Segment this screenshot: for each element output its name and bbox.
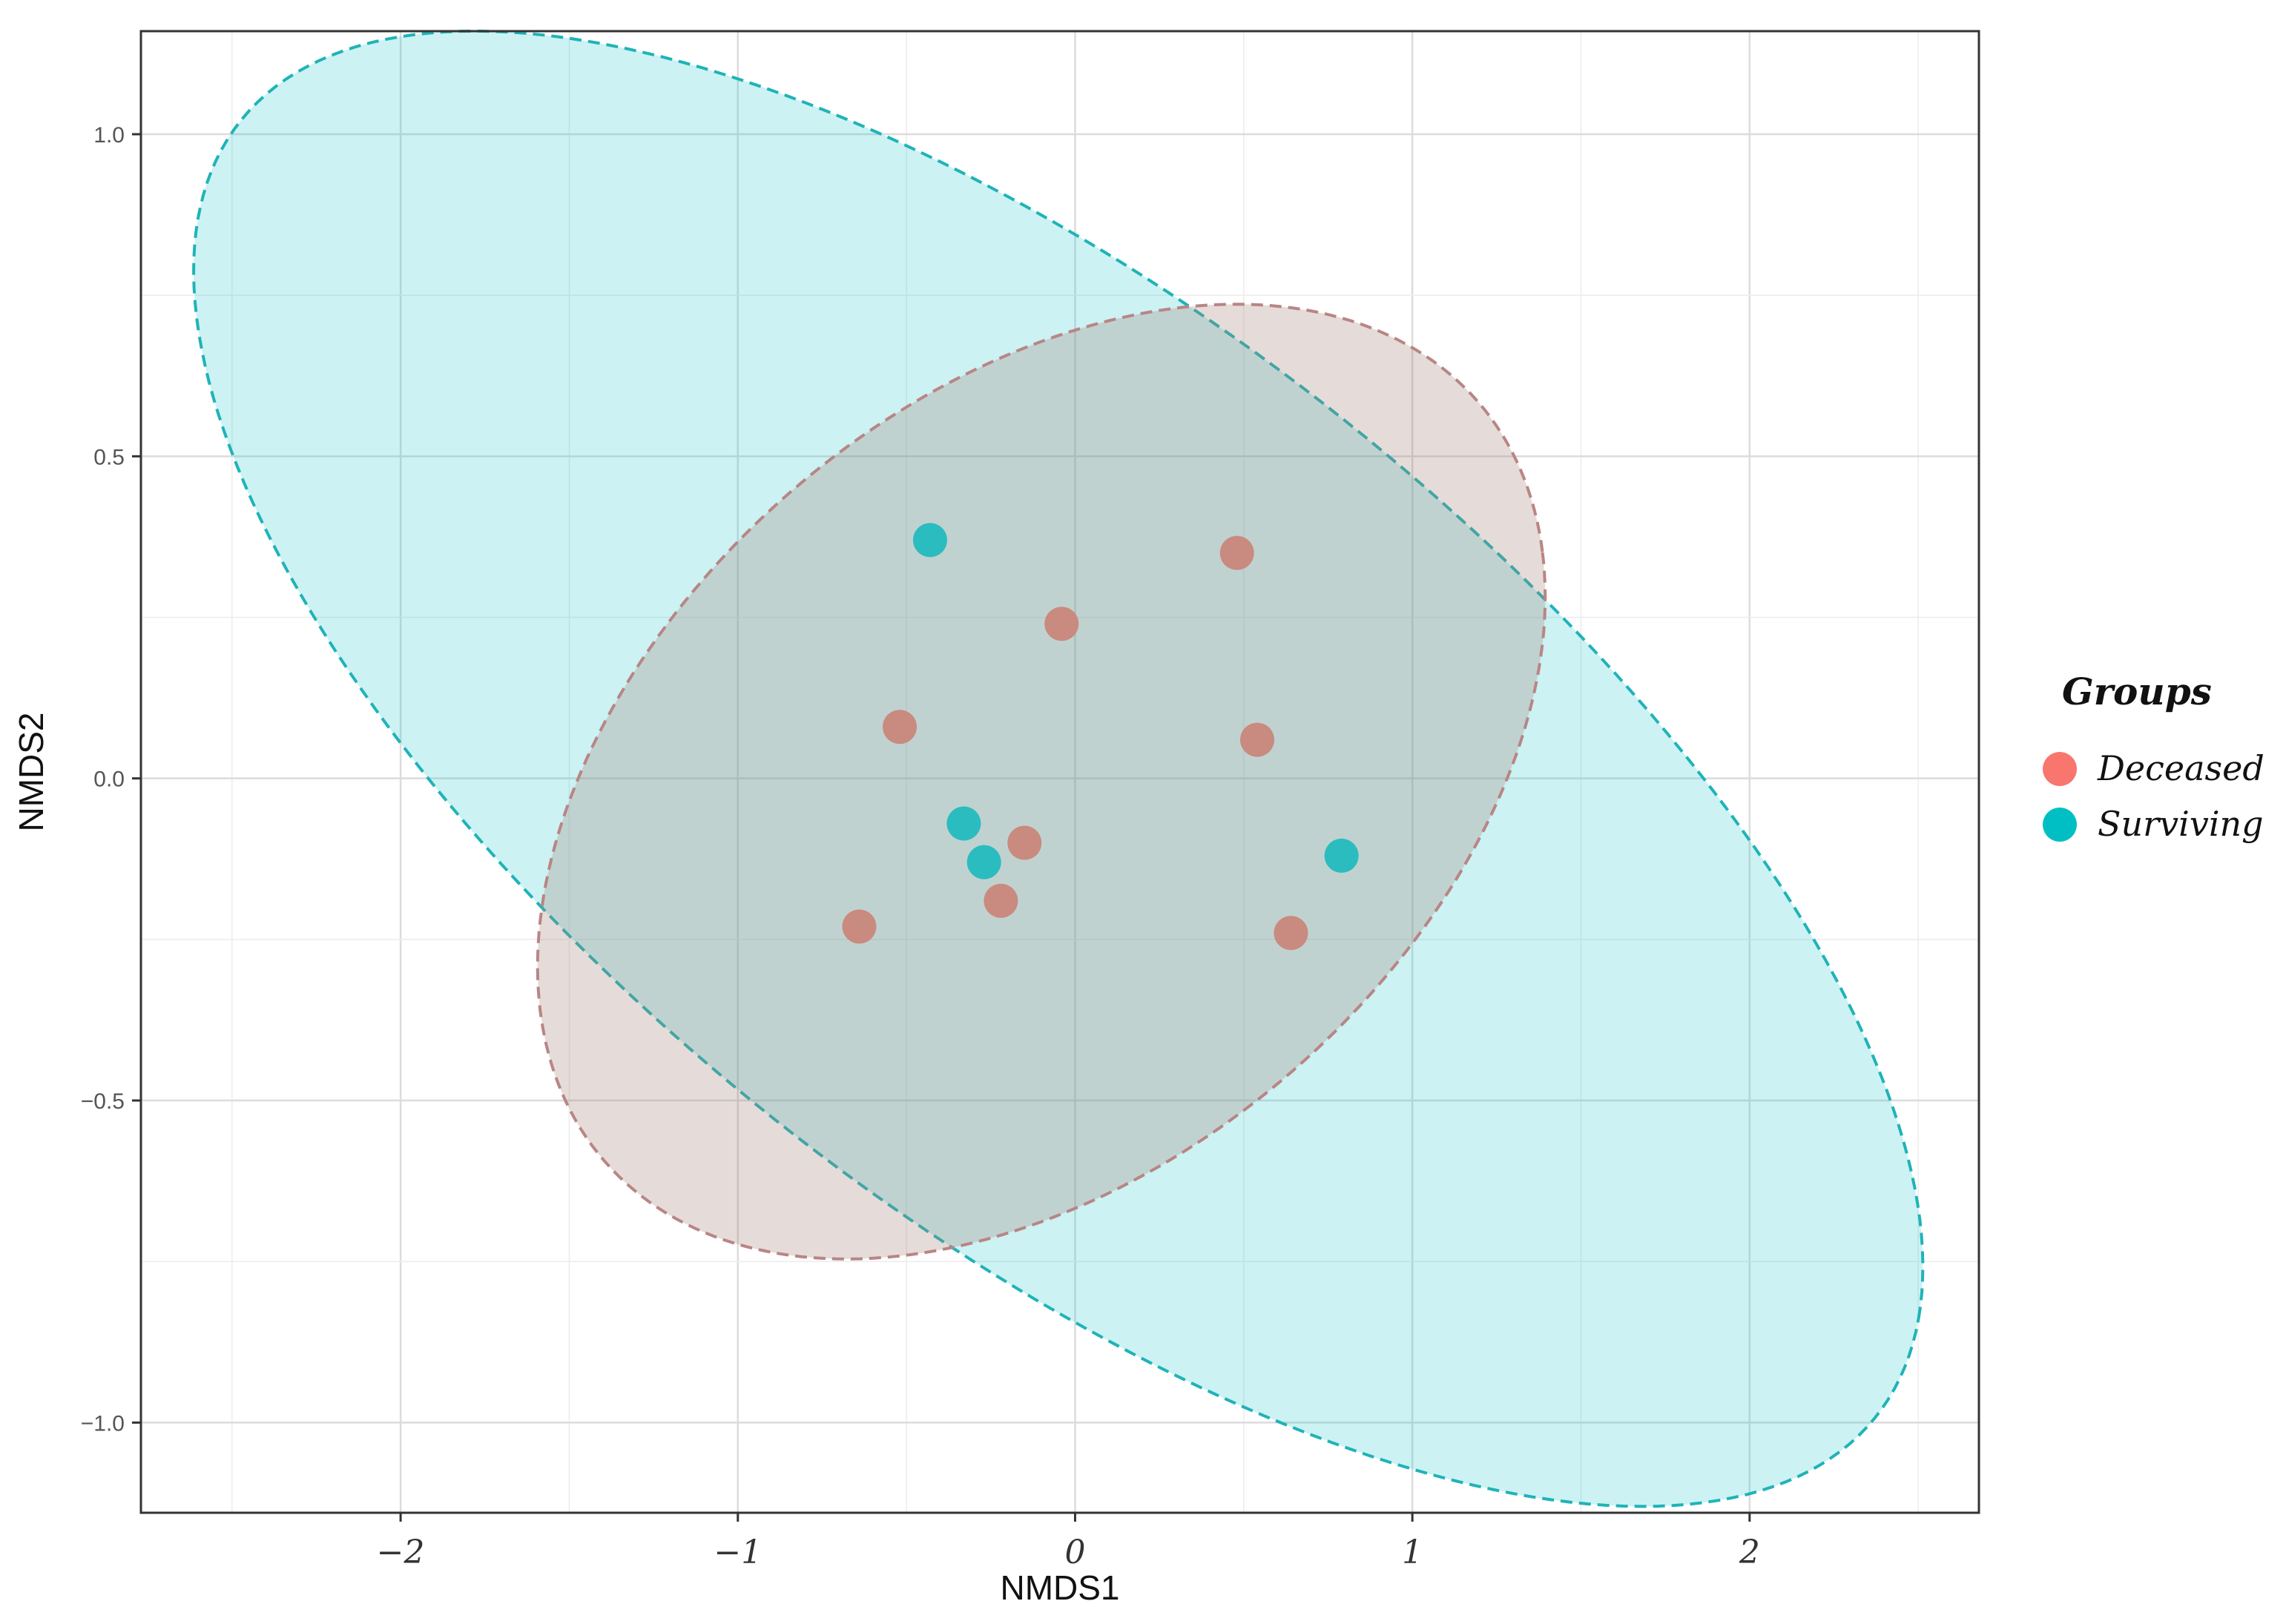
point-deceased	[842, 909, 877, 944]
x-tick-label: 2	[1739, 1534, 1760, 1571]
y-tick-label: −1.0	[81, 1411, 125, 1436]
ellipse-deceased	[536, 303, 1547, 1261]
x-tick-label: 0	[1064, 1534, 1085, 1571]
legend-label-deceased: Deceased	[2097, 748, 2264, 788]
point-deceased	[1044, 607, 1079, 641]
y-tick-label: 1.0	[93, 123, 125, 148]
legend-key-surviving	[2043, 808, 2077, 842]
legend-entries: Deceased Surviving	[2043, 748, 2264, 844]
point-deceased	[1219, 535, 1254, 570]
data-points	[842, 523, 1359, 951]
point-deceased	[1274, 916, 1308, 951]
legend-label-surviving: Surviving	[2098, 804, 2264, 844]
point-surviving	[966, 845, 1001, 879]
x-tick-label: −1	[714, 1534, 762, 1571]
point-deceased	[1007, 825, 1042, 860]
y-axis-title: NMDS2	[12, 712, 50, 831]
legend-title: Groups	[2062, 670, 2212, 713]
x-tick-label: 1	[1402, 1534, 1423, 1571]
plot-panel-border	[139, 30, 1980, 1514]
y-tick-label: −0.5	[81, 1089, 125, 1114]
point-deceased	[883, 710, 918, 745]
y-tick-label: 0.0	[93, 768, 125, 792]
y-tick-label: 0.5	[93, 445, 125, 469]
point-surviving	[946, 806, 981, 841]
legend-key-deceased	[2043, 752, 2077, 786]
point-deceased	[1239, 722, 1274, 757]
grid-lines	[141, 31, 1979, 1513]
x-tick-label: −2	[377, 1534, 425, 1571]
point-deceased	[984, 883, 1018, 918]
point-surviving	[1324, 838, 1359, 873]
legend: Groups Deceased Surviving	[2043, 670, 2264, 844]
ellipse-surviving	[192, 29, 1925, 1508]
confidence-ellipses	[192, 29, 1925, 1508]
x-axis-title: NMDS1	[1000, 1568, 1119, 1607]
point-surviving	[912, 523, 947, 558]
axes: −2 −1 0 1 2 −1.0 −0.5 0.0 0.5 1.0	[81, 123, 1760, 1571]
